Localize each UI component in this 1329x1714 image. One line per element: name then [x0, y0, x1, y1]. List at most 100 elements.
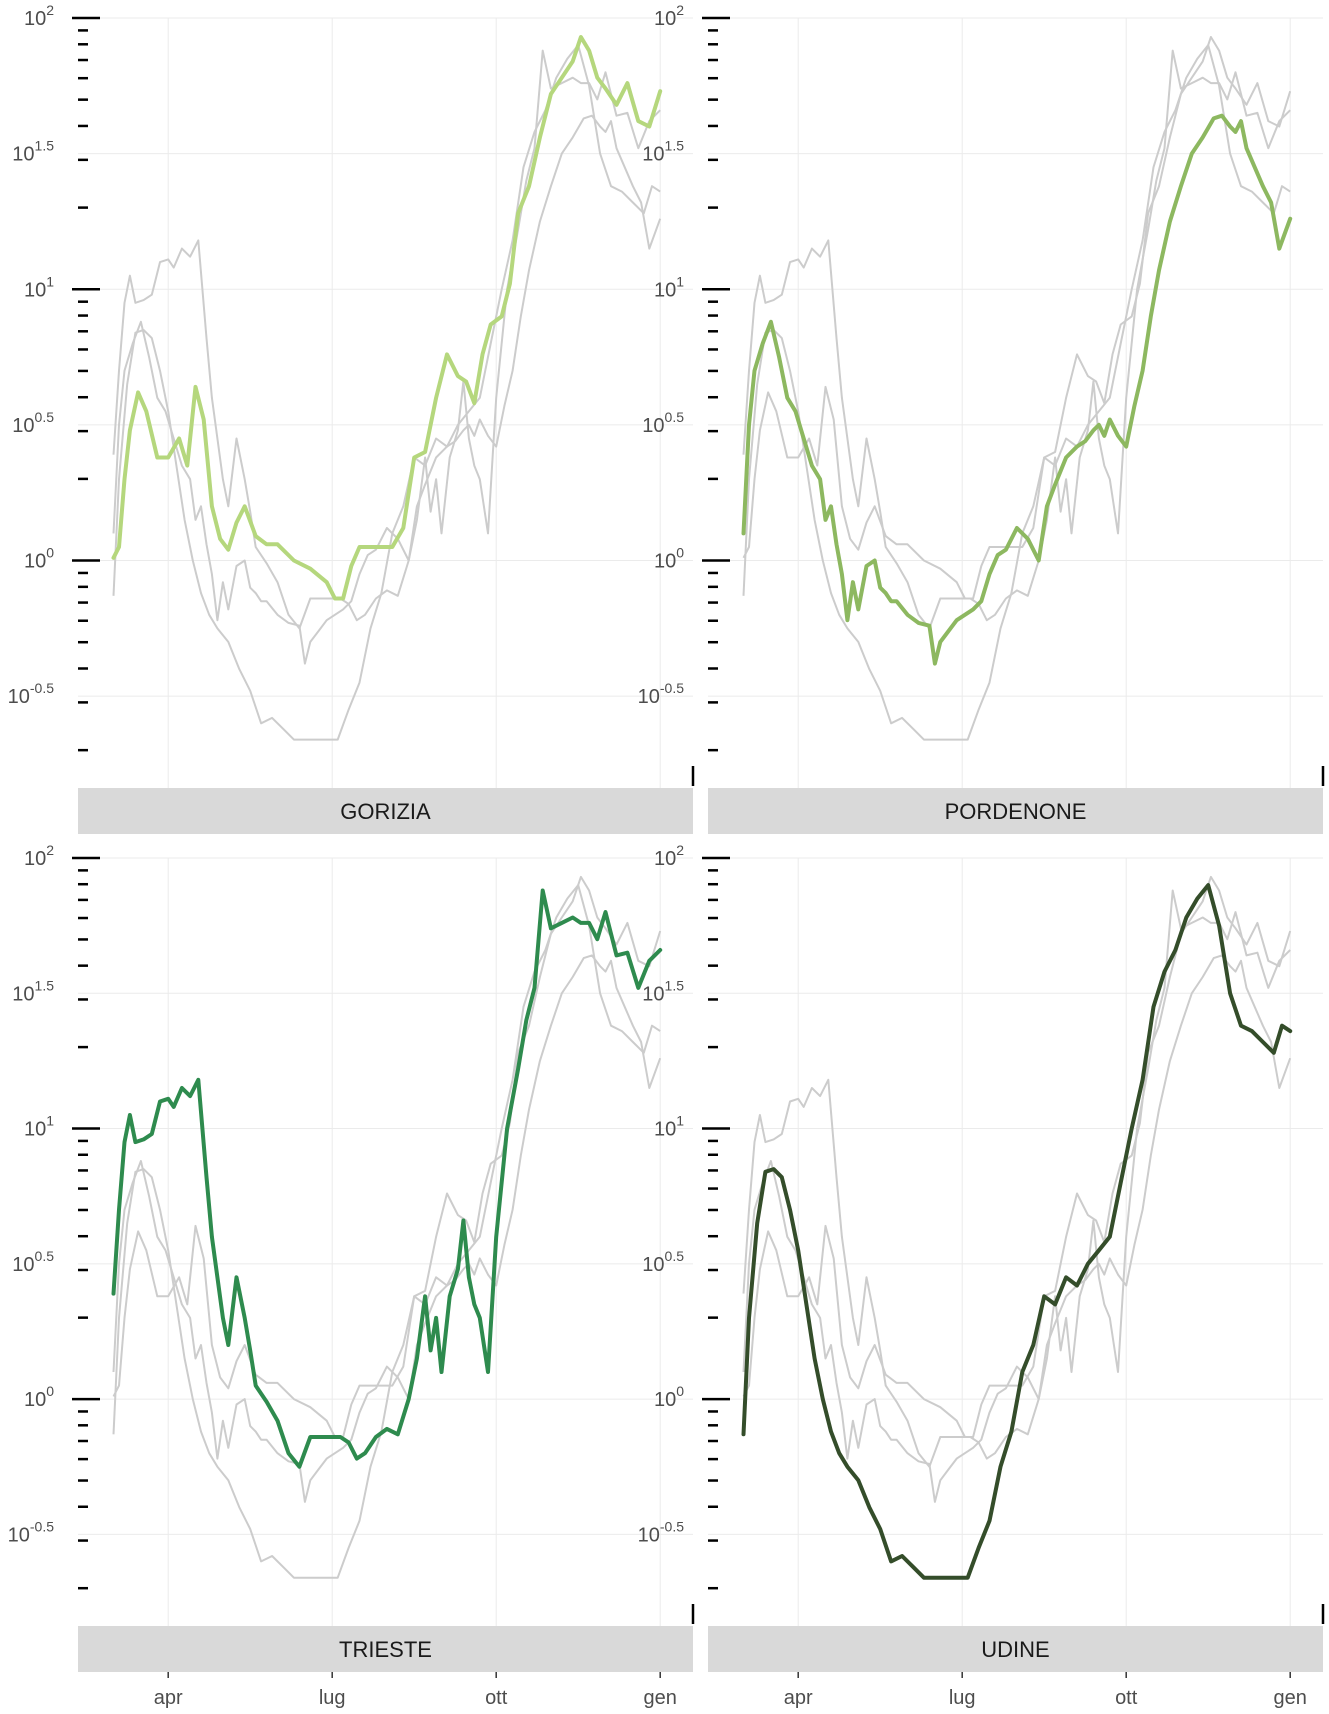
y-tick-exponent: 0.5 [35, 1248, 55, 1264]
y-tick-label: 100.5 [642, 409, 684, 437]
background-series-line [112, 884, 661, 1579]
background-series-line [112, 114, 662, 665]
y-tick-base: 10 [24, 1119, 46, 1141]
y-tick-label: 102 [24, 2, 54, 30]
y-tick-label: 101.5 [12, 977, 54, 1005]
y-tick-exponent: -0.5 [30, 680, 54, 696]
y-tick-exponent: -0.5 [660, 1518, 684, 1534]
y-tick-label: 101 [654, 1113, 684, 1141]
y-tick-exponent: 1.5 [35, 138, 55, 154]
x-tick-label: ott [1115, 1687, 1138, 1709]
background-series-line [112, 954, 662, 1503]
y-tick-base: 10 [24, 848, 46, 870]
y-tick-exponent: 0.5 [665, 409, 685, 425]
y-tick-base: 10 [24, 8, 46, 30]
y-tick-exponent: 0 [46, 1383, 54, 1399]
x-tick-label: ott [485, 1687, 508, 1709]
y-tick-base: 10 [654, 1119, 676, 1141]
y-tick-label: 102 [654, 842, 684, 870]
y-tick-base: 10 [654, 848, 676, 870]
y-tick-exponent: -0.5 [30, 1518, 54, 1534]
facet-strip [78, 788, 693, 834]
x-tick-label: gen [644, 1687, 677, 1709]
y-tick-exponent: 1 [46, 1113, 54, 1129]
x-tick-label: gen [1274, 1687, 1307, 1709]
y-tick-base: 10 [12, 983, 34, 1005]
series-line-gorizia [111, 35, 663, 601]
y-tick-base: 10 [638, 1524, 660, 1546]
y-tick-base: 10 [12, 1254, 34, 1276]
background-series-line [112, 44, 661, 741]
y-tick-base: 10 [12, 144, 34, 166]
y-tick-base: 10 [654, 551, 676, 573]
y-tick-exponent: 0.5 [665, 1248, 685, 1264]
y-tick-exponent: 2 [676, 842, 684, 858]
y-tick-label: 102 [654, 2, 684, 30]
background-series-line [112, 49, 661, 630]
y-tick-label: 101 [24, 1113, 54, 1141]
y-tick-label: 101.5 [12, 138, 54, 166]
background-series-line [742, 954, 1292, 1503]
x-tick-label: apr [154, 1687, 183, 1709]
y-tick-exponent: 2 [46, 842, 54, 858]
background-series-line [742, 875, 1292, 1438]
facet-strip [78, 1626, 693, 1672]
y-tick-exponent: -0.5 [660, 680, 684, 696]
facet-strip-label: GORIZIA [340, 799, 431, 824]
y-tick-label: 100 [654, 1383, 684, 1411]
y-tick-label: 100.5 [642, 1248, 684, 1276]
y-tick-base: 10 [8, 686, 30, 708]
y-tick-base: 10 [642, 983, 664, 1005]
y-tick-base: 10 [654, 8, 676, 30]
y-tick-exponent: 1 [676, 1113, 684, 1129]
y-tick-exponent: 1.5 [665, 138, 685, 154]
background-series-line [742, 49, 1291, 630]
background-series-line [742, 44, 1291, 741]
y-tick-label: 101.5 [642, 977, 684, 1005]
y-tick-base: 10 [638, 686, 660, 708]
y-tick-exponent: 1.5 [665, 977, 685, 993]
y-tick-exponent: 0.5 [35, 409, 55, 425]
x-tick-label: apr [784, 1687, 813, 1709]
x-axis: apr lug ott gen apr lug ott gen [154, 1672, 1307, 1709]
facet-strip [708, 1626, 1323, 1672]
y-tick-base: 10 [654, 1389, 676, 1411]
series-line-pordenone [741, 113, 1293, 666]
y-tick-base: 10 [642, 144, 664, 166]
y-tick-label: 100 [24, 545, 54, 573]
y-tick-label: 10-0.5 [638, 680, 685, 708]
y-tick-base: 10 [642, 1254, 664, 1276]
y-tick-exponent: 1 [676, 273, 684, 289]
y-tick-exponent: 2 [46, 2, 54, 18]
y-tick-base: 10 [8, 1524, 30, 1546]
y-tick-exponent: 2 [676, 2, 684, 18]
series-line-trieste [111, 888, 663, 1469]
facet-strip-label: UDINE [981, 1637, 1049, 1662]
y-tick-label: 100.5 [12, 1248, 54, 1276]
y-tick-base: 10 [12, 415, 34, 437]
y-tick-label: 100 [654, 545, 684, 573]
y-tick-label: 100.5 [12, 409, 54, 437]
y-tick-label: 101 [24, 273, 54, 301]
facet-strip-label: PORDENONE [945, 799, 1087, 824]
y-tick-exponent: 0 [46, 545, 54, 561]
background-series-line [742, 889, 1291, 1468]
y-tick-label: 10-0.5 [8, 680, 55, 708]
y-tick-label: 100 [24, 1383, 54, 1411]
background-series-line [742, 36, 1292, 600]
background-series-line [112, 875, 662, 1438]
y-tick-label: 101.5 [642, 138, 684, 166]
y-tick-exponent: 1.5 [35, 977, 55, 993]
y-tick-base: 10 [24, 551, 46, 573]
x-tick-label: lug [319, 1687, 346, 1709]
facet-strip-label: TRIESTE [339, 1637, 432, 1662]
